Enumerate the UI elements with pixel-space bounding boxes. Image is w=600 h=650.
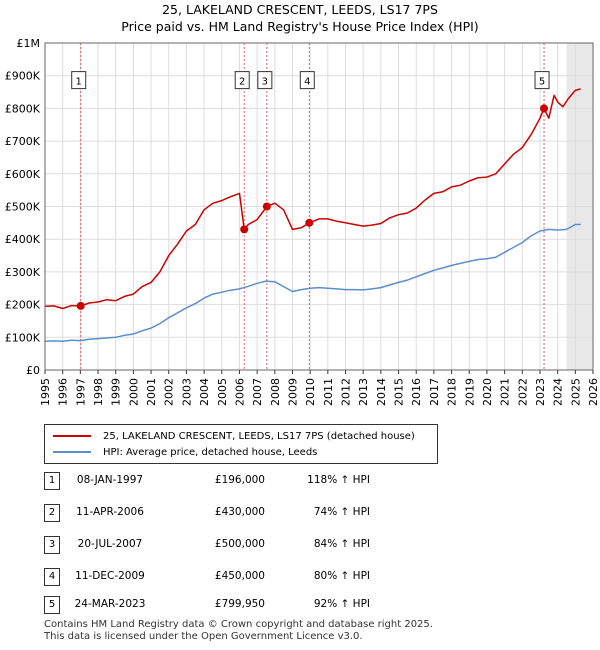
x-tick-label: 2010 [304,378,317,406]
footer-licence: This data is licensed under the Open Gov… [44,631,363,642]
y-tick-label: £800K [5,102,41,115]
sale-date: 11-DEC-2009 [75,570,145,582]
x-tick-label: 2016 [410,378,423,406]
x-tick-label: 2003 [180,378,193,406]
chart-title: 25, LAKELAND CRESCENT, LEEDS, LS17 7PS [162,2,438,17]
y-tick-label: £700K [5,135,41,148]
sale-row: 5 24-MAR-2023 £799,950 92% ↑ HPI [0,596,600,614]
x-tick-label: 2009 [286,378,299,406]
x-tick-label: 2021 [499,378,512,406]
series-line-hpi [44,223,581,342]
sale-price: £500,000 [214,538,265,550]
sale-number-badge: 3 [44,536,60,554]
x-tick-label: 2024 [552,378,565,406]
y-tick-label: £1M [17,37,41,50]
x-tick-label: 2014 [375,378,388,406]
x-tick-label: 2026 [587,378,600,406]
sale-hpi-change: 84% ↑ HPI [313,538,370,550]
y-tick-label: £400K [5,233,41,246]
legend-label-hpi: HPI: Average price, detached house, Leed… [103,446,318,458]
sale-date: 11-APR-2006 [76,506,144,518]
footer-copyright: Contains HM Land Registry data © Crown c… [44,619,433,630]
x-tick-label: 2015 [393,378,406,406]
sale-number-badge: 1 [44,472,60,490]
x-tick-label: 2007 [251,378,264,406]
y-tick-label: £900K [5,70,41,83]
sale-row: 3 20-JUL-2007 £500,000 84% ↑ HPI [0,536,600,554]
y-tick-label: £100K [5,331,41,344]
x-tick-label: 2020 [481,378,494,406]
sale-number-badge: 2 [44,504,60,522]
sale-point [76,301,85,310]
x-tick-label: 2012 [340,378,353,406]
sale-point [240,225,249,234]
sale-marker-box [234,71,250,90]
x-tick-label: 2018 [446,378,459,406]
sale-marker-label: 5 [539,77,545,88]
chart-subtitle: Price paid vs. HM Land Registry's House … [121,19,479,34]
legend-item-hpi: HPI: Average price, detached house, Leed… [53,444,317,460]
sale-point [262,202,271,211]
sale-date: 24-MAR-2023 [74,598,146,610]
x-tick-label: 1996 [57,378,70,406]
sale-marker-label: 1 [76,77,82,88]
x-tick-label: 1995 [39,378,52,406]
sale-price: £799,950 [214,598,265,610]
x-tick-label: 2025 [569,378,582,406]
x-tick-label: 2013 [357,378,370,406]
sale-row: 4 11-DEC-2009 £450,000 80% ↑ HPI [0,568,600,586]
x-tick-label: 2006 [233,378,246,406]
sale-marker-label: 4 [304,77,310,88]
series-line-property [44,88,581,310]
sale-marker-box [257,71,273,90]
y-tick-label: £300K [5,266,41,279]
sale-price: £450,000 [214,570,265,582]
sale-price: £430,000 [214,506,265,518]
sale-point [540,104,549,113]
x-tick-label: 2019 [463,378,476,406]
sale-row: 1 08-JAN-1997 £196,000 118% ↑ HPI [0,472,600,490]
sale-number-badge: 5 [44,596,60,614]
x-tick-label: 2002 [163,378,176,406]
sale-date: 08-JAN-1997 [76,474,144,486]
x-tick-label: 1999 [110,378,123,406]
sale-number-badge: 4 [44,568,60,586]
sale-row: 2 11-APR-2006 £430,000 74% ↑ HPI [0,504,600,522]
sale-hpi-change: 92% ↑ HPI [313,598,370,610]
price-chart: £0 £100K £200K £300K £400K £500K £600K £700K £80… [5,37,600,406]
x-tick-label: 2023 [534,378,547,406]
legend-label-property: 25, LAKELAND CRESCENT, LEEDS, LS17 7PS (… [103,430,415,442]
sale-marker-label: 2 [239,77,245,88]
y-tick-label: £600K [5,168,41,181]
sale-marker-label: 3 [262,77,268,88]
sale-marker-box [534,71,550,90]
x-tick-label: 2011 [322,378,335,406]
sale-hpi-change: 80% ↑ HPI [313,570,370,582]
x-tick-label: 2005 [216,378,229,406]
y-tick-label: £0 [26,364,40,377]
x-tick-label: 2000 [127,378,140,406]
x-tick-label: 1998 [92,378,105,406]
legend-swatch-property [53,435,91,437]
x-tick-label: 2001 [145,378,158,406]
legend-item-property: 25, LAKELAND CRESCENT, LEEDS, LS17 7PS (… [53,428,415,444]
y-tick-label: £500K [5,201,41,214]
plot-frame [44,42,594,371]
x-tick-label: 2004 [198,378,211,406]
x-tick-label: 2017 [428,378,441,406]
y-tick-label: £200K [5,299,41,312]
sale-marker-box [299,71,315,90]
sale-marker-box [71,71,87,90]
sale-price: £196,000 [214,474,265,486]
sale-date: 20-JUL-2007 [77,538,143,550]
x-tick-label: 2008 [269,378,282,406]
sale-hpi-change: 118% ↑ HPI [307,474,370,486]
x-tick-label: 2022 [516,378,529,406]
legend: 25, LAKELAND CRESCENT, LEEDS, LS17 7PS (… [44,424,438,464]
sale-point [305,218,314,227]
legend-swatch-hpi [53,451,91,453]
x-tick-label: 1997 [74,378,87,406]
sale-hpi-change: 74% ↑ HPI [313,506,370,518]
